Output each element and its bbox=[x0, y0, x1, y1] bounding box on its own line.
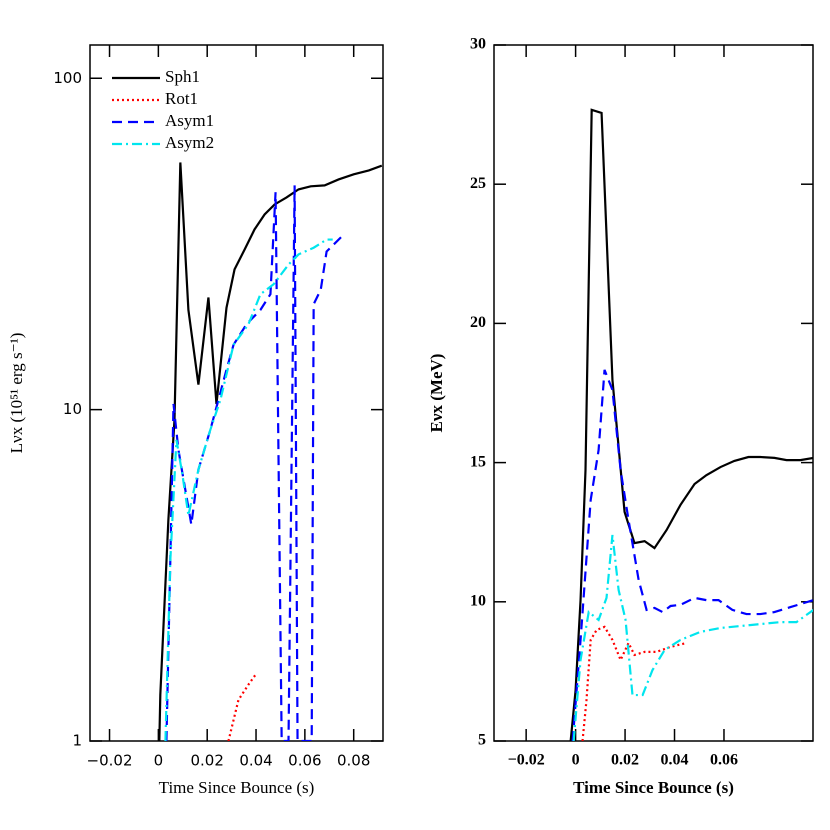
left-panel: 1 10 100 −0.02 0 0.02 0.04 0.06 0.08 Time Since B… bbox=[7, 44, 384, 797]
series-line bbox=[164, 238, 333, 741]
legend-label: Asym2 bbox=[165, 133, 214, 152]
plot-frame bbox=[493, 44, 814, 742]
y-axis-title: Eνx (MeV) bbox=[427, 354, 446, 433]
y-tick-label: 20 bbox=[470, 314, 486, 331]
series-line bbox=[158, 162, 383, 741]
y-tick-label: 25 bbox=[470, 175, 486, 192]
legend-label: Sph1 bbox=[165, 67, 200, 86]
x-tick-label: 0.08 bbox=[337, 752, 370, 770]
x-axis-title: Time Since Bounce (s) bbox=[573, 778, 734, 797]
y-tick-label: 10 bbox=[63, 400, 82, 418]
x-tick-label: 0.02 bbox=[190, 752, 223, 770]
x-tick-label: 0 bbox=[572, 752, 580, 769]
x-tick-label: 0.04 bbox=[239, 752, 272, 770]
y-tick-label: 10 bbox=[470, 592, 486, 609]
y-axis-title: Lνx (10⁵¹ erg s⁻¹) bbox=[7, 333, 26, 454]
x-tick-label: 0 bbox=[154, 752, 164, 770]
legend-label: Rot1 bbox=[165, 89, 198, 108]
series-line bbox=[571, 369, 813, 741]
plot-frame bbox=[89, 44, 384, 742]
right-panel: 5 10 15 20 25 30 −0.02 0 0.02 0.04 0.06 Time Since … bbox=[427, 36, 814, 797]
x-tick-label: 0.06 bbox=[288, 752, 321, 770]
y-tick-label: 30 bbox=[470, 36, 486, 53]
y-tick-label: 1 bbox=[72, 732, 82, 750]
series-line bbox=[572, 534, 813, 741]
x-tick-label: 0.06 bbox=[710, 752, 738, 769]
x-tick-label: 0.04 bbox=[661, 752, 689, 769]
y-tick-label: 15 bbox=[470, 453, 486, 470]
series-line bbox=[569, 108, 813, 741]
x-tick-label: 0.02 bbox=[611, 752, 639, 769]
y-tick-label: 5 bbox=[478, 732, 486, 749]
series-line bbox=[581, 625, 687, 741]
y-tick-label: 100 bbox=[53, 69, 82, 87]
x-tick-label: −0.02 bbox=[508, 752, 545, 769]
series-line bbox=[227, 672, 258, 741]
legend-label: Asym1 bbox=[165, 111, 214, 130]
x-tick-label: −0.02 bbox=[87, 752, 133, 770]
x-axis-title: Time Since Bounce (s) bbox=[159, 778, 315, 797]
series-line bbox=[165, 185, 343, 741]
